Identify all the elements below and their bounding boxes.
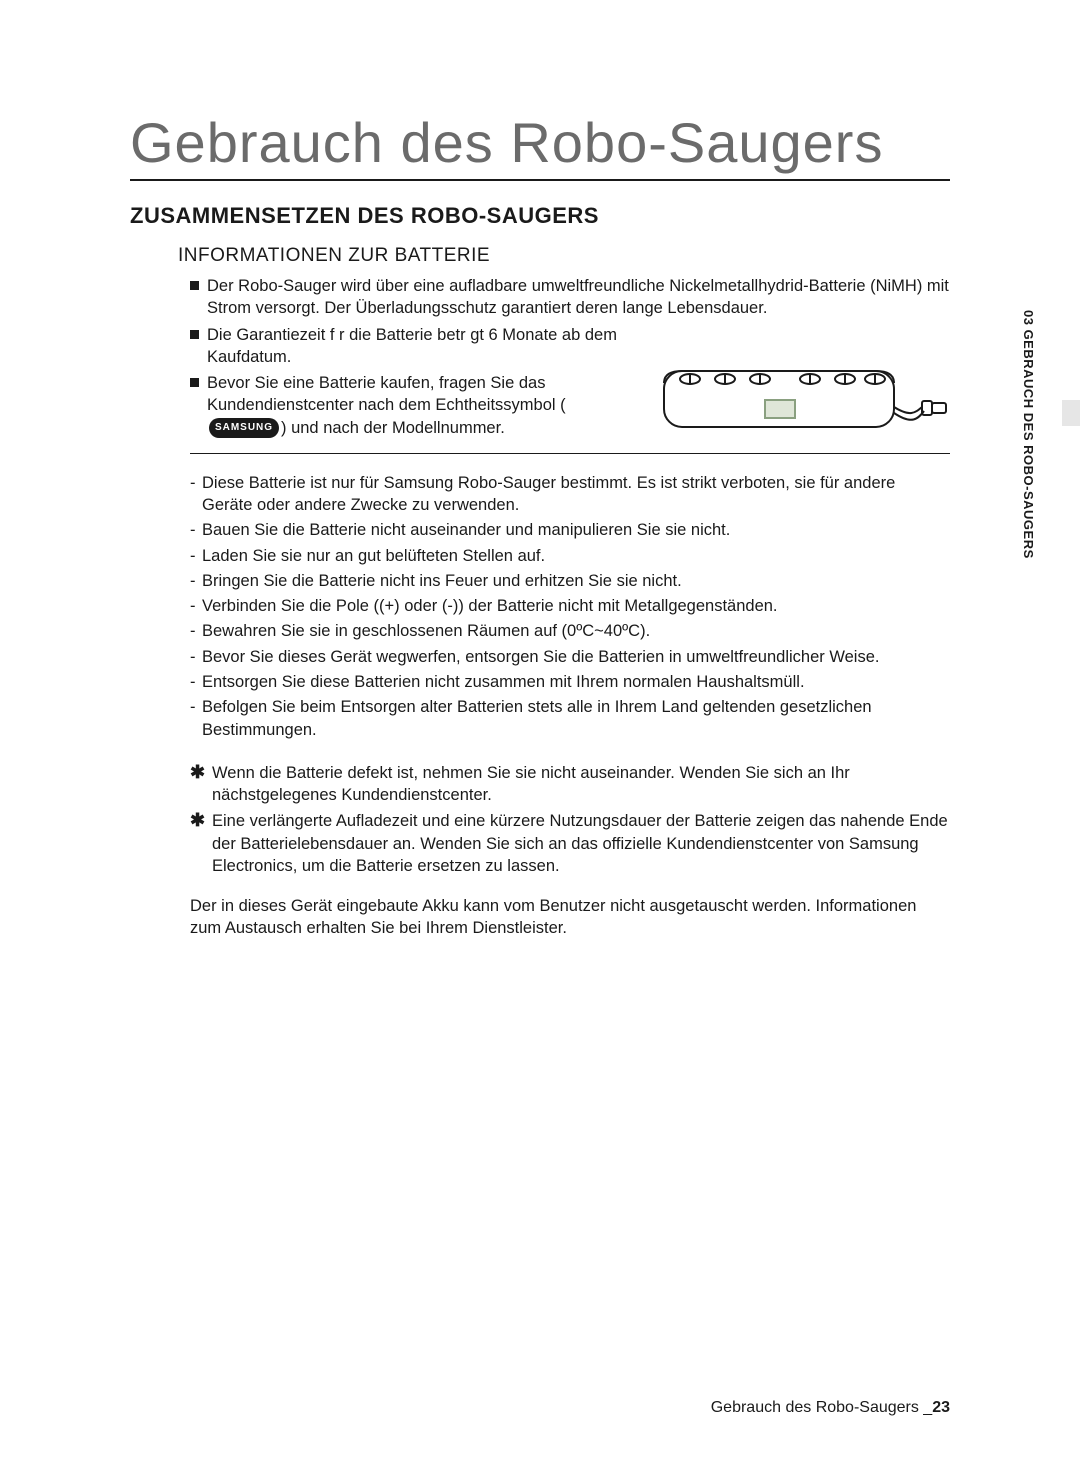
bullet-text: Bevor Sie eine Batterie kaufen, fragen S… [207,372,627,439]
dash-text: Bauen Sie die Batterie nicht auseinander… [202,519,730,541]
dash-icon: - [190,570,202,592]
dash-text: Bringen Sie die Batterie nicht ins Feuer… [202,570,682,592]
dash-item: -Laden Sie sie nur an gut belüfteten Ste… [190,545,950,567]
bullet-item: Der Robo-Sauger wird über eine aufladbar… [190,275,950,320]
dash-item: -Bauen Sie die Batterie nicht auseinande… [190,519,950,541]
dash-icon: - [190,646,202,668]
dash-icon: - [190,472,202,517]
dash-text: Laden Sie sie nur an gut belüfteten Stel… [202,545,545,567]
dash-text: Entsorgen Sie diese Batterien nicht zusa… [202,671,805,693]
battery-illustration [660,365,950,440]
page-footer: Gebrauch des Robo-Saugers _23 [711,1399,950,1417]
divider-line [190,453,950,454]
section-heading: ZUSAMMENSETZEN DES ROBO-SAUGERS [130,203,950,229]
footer-page-number: 23 [932,1399,950,1416]
side-tab-label: 03 GEBRAUCH DES ROBO-SAUGERS [1021,310,1036,559]
dash-text: Verbinden Sie die Pole ((+) oder (-)) de… [202,595,778,617]
dash-item: -Entsorgen Sie diese Batterien nicht zus… [190,671,950,693]
dash-icon: - [190,545,202,567]
page-title: Gebrauch des Robo-Saugers [130,110,950,181]
dash-list: -Diese Batterie ist nur für Samsung Robo… [190,472,950,741]
bullet-text: Die Garantiezeit f r die Batterie betr g… [207,324,627,369]
dash-text: Diese Batterie ist nur für Samsung Robo-… [202,472,950,517]
star-item: ✱ Wenn die Batterie defekt ist, nehmen S… [190,762,950,807]
star-text: Eine verlängerte Aufladezeit und eine kü… [212,810,950,877]
dash-item: -Bewahren Sie sie in geschlossenen Räume… [190,620,950,642]
bullet-item: Die Garantiezeit f r die Batterie betr g… [190,324,950,369]
body-block: Der Robo-Sauger wird über eine aufladbar… [190,275,950,940]
star-icon: ✱ [190,762,212,807]
footer-text: Gebrauch des Robo-Saugers _ [711,1399,932,1416]
dash-text: Bevor Sie dieses Gerät wegwerfen, entsor… [202,646,879,668]
dash-item: -Befolgen Sie beim Entsorgen alter Batte… [190,696,950,741]
star-text: Wenn die Batterie defekt ist, nehmen Sie… [212,762,950,807]
dash-item: -Bringen Sie die Batterie nicht ins Feue… [190,570,950,592]
dash-item: -Bevor Sie dieses Gerät wegwerfen, entso… [190,646,950,668]
closing-paragraph: Der in dieses Gerät eingebaute Akku kann… [190,895,950,940]
samsung-logo-pill: SAMSUNG [209,418,279,438]
square-bullet-icon [190,281,199,290]
dash-text: Bewahren Sie sie in geschlossenen Räumen… [202,620,650,642]
dash-icon: - [190,519,202,541]
dash-text: Befolgen Sie beim Entsorgen alter Batter… [202,696,950,741]
side-edge-accent [1062,400,1080,426]
bullet-text: Der Robo-Sauger wird über eine aufladbar… [207,275,950,320]
star-icon: ✱ [190,810,212,877]
dash-icon: - [190,620,202,642]
dash-item: -Verbinden Sie die Pole ((+) oder (-)) d… [190,595,950,617]
dash-icon: - [190,696,202,741]
square-bullet-icon [190,330,199,339]
dash-icon: - [190,671,202,693]
sub-heading: INFORMATIONEN ZUR BATTERIE [178,245,950,267]
star-item: ✱ Eine verlängerte Aufladezeit und eine … [190,810,950,877]
dash-item: -Diese Batterie ist nur für Samsung Robo… [190,472,950,517]
bullet-text-post: ) und nach der Modellnummer. [281,419,505,437]
bullet-text-pre: Bevor Sie eine Batterie kaufen, fragen S… [207,374,566,414]
square-bullet-icon [190,378,199,387]
dash-icon: - [190,595,202,617]
